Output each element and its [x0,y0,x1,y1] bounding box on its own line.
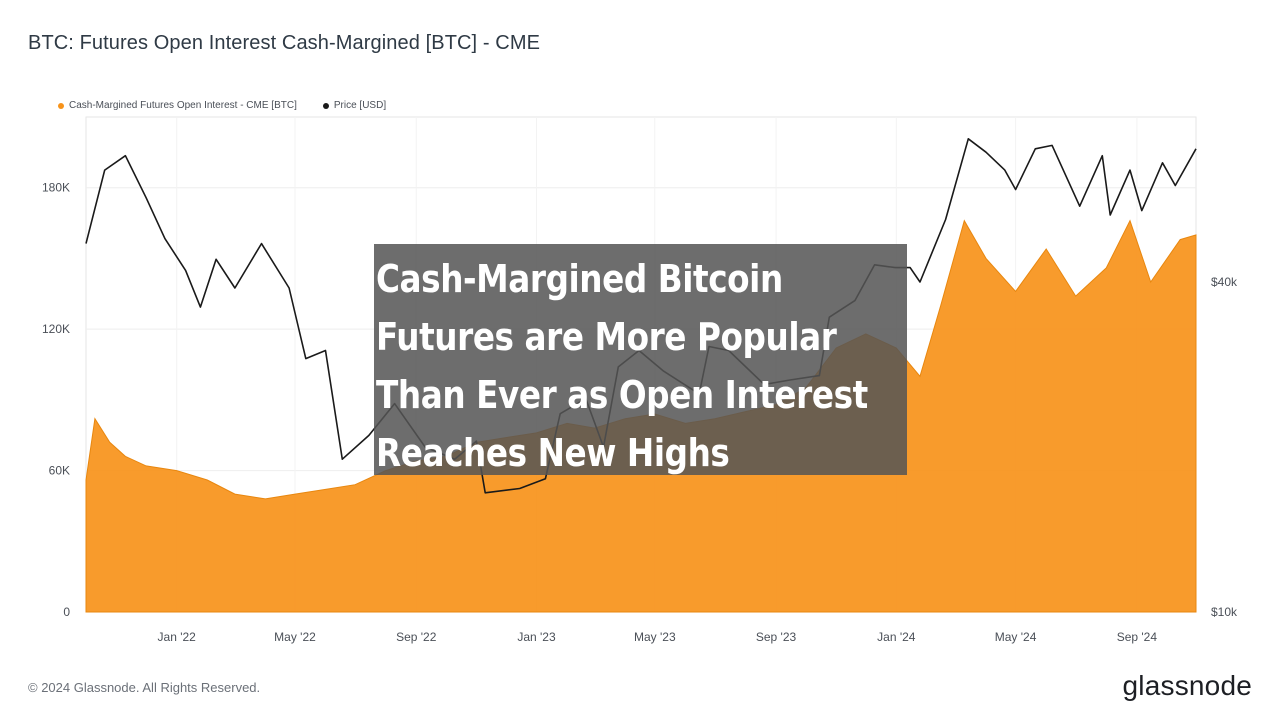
legend-dot-open-interest [58,102,64,109]
legend-dot-price [322,102,329,109]
x-tick-label: Sep '24 [1117,630,1158,644]
headline-text: Cash-Margined Bitcoin Futures are More P… [376,257,868,475]
x-tick-label: May '23 [634,630,676,644]
x-tick-label: May '22 [274,630,316,644]
chart-legend: Cash-Margined Futures Open Interest - CM… [58,100,386,111]
brand-logo: glassnode [1122,670,1252,701]
y-tick-label: 60K [49,464,70,478]
legend-item-open-interest[interactable]: Cash-Margined Futures Open Interest - CM… [58,100,297,111]
y-tick-label: 120K [42,322,70,336]
x-tick-label: Sep '23 [756,630,797,644]
y2-tick-label: $10k [1211,605,1238,619]
x-tick-label: Sep '22 [396,630,437,644]
copyright-text: © 2024 Glassnode. All Rights Reserved. [28,680,261,695]
y2-tick-label: $40k [1211,275,1238,289]
legend-label-price: Price [USD] [333,100,387,111]
x-tick-label: Jan '23 [517,630,556,644]
chart-title: BTC: Futures Open Interest Cash-Margined… [28,32,541,54]
x-tick-label: May '24 [995,630,1037,644]
x-tick-label: Jan '22 [158,630,197,644]
headline-overlay: Cash-Margined Bitcoin Futures are More P… [374,244,907,475]
legend-item-price[interactable]: Price [USD] [322,100,387,111]
y-tick-label: 180K [42,181,70,195]
legend-label-open-interest: Cash-Margined Futures Open Interest - CM… [69,100,297,111]
x-tick-label: Jan '24 [877,630,916,644]
y-tick-label: 0 [63,605,70,619]
